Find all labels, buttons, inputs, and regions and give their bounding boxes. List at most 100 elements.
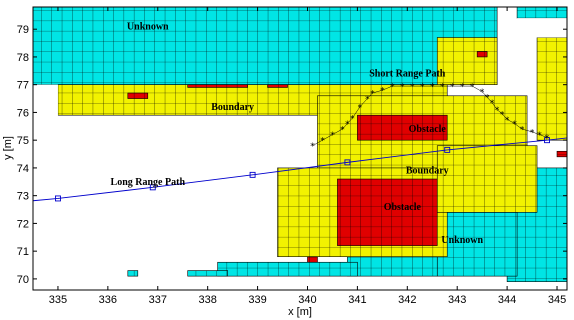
y-tick-label-77: 77 — [17, 80, 29, 92]
x-tick-label-335: 335 — [49, 294, 67, 306]
obstacle-region-outline-8 — [307, 256, 318, 263]
annotation-obstacle-7: Obstacle — [384, 202, 422, 213]
long-range-path-marker-1 — [55, 195, 61, 202]
y-tick-label-76: 76 — [17, 107, 29, 119]
annotation-short-range-path-3: Short Range Path — [369, 69, 446, 80]
short-range-path-marker-8: * — [365, 95, 370, 105]
short-range-path-marker-16: * — [440, 83, 445, 93]
short-range-path-marker-4: * — [340, 126, 345, 136]
unknown-grid-lines-1 — [33, 7, 498, 85]
boundary-grid-lines-6 — [537, 37, 567, 141]
short-range-path-marker-5: * — [345, 120, 350, 130]
unknown-region-outline-7 — [187, 270, 228, 277]
y-tick-label-73: 73 — [17, 191, 29, 203]
obstacle-grid-lines-8 — [307, 256, 318, 263]
boundary-region-outline-2 — [436, 37, 498, 85]
y-tick-label-79: 79 — [17, 24, 29, 36]
x-tick-label-337: 337 — [149, 294, 167, 306]
obstacle-region-outline-1 — [357, 114, 448, 141]
short-range-path-marker-7: * — [358, 103, 363, 113]
short-range-path-marker-11: * — [390, 83, 395, 93]
annotation-obstacle-4: Obstacle — [409, 124, 447, 135]
grid-cells — [33, 7, 567, 282]
long-range-path-marker-6 — [544, 137, 550, 144]
short-range-path-marker-12: * — [400, 83, 405, 93]
y-tick-label-74: 74 — [17, 163, 29, 175]
obstacle-region-outline-4 — [127, 92, 149, 99]
unknown-region-outline-6 — [217, 261, 358, 277]
obstacle-grid-lines-3 — [477, 51, 488, 57]
y-tick-label-71: 71 — [17, 246, 29, 258]
x-tick-label-339: 339 — [248, 294, 266, 306]
short-range-path-marker-17: * — [450, 83, 455, 93]
x-tick-label-341: 341 — [348, 294, 366, 306]
long-range-path-line — [33, 137, 567, 202]
obstacle-grid-lines-2 — [337, 179, 438, 246]
short-range-path-marker-22: * — [490, 99, 495, 109]
short-range-path-marker-1: * — [310, 142, 315, 152]
unknown-grid-lines-5 — [347, 253, 438, 277]
x-axis-ticks: 335 336 337 338 339 340 341 342 343 344 345 — [49, 7, 566, 306]
obstacle-grid-lines-1 — [357, 115, 448, 141]
short-range-path-marker-18: * — [460, 83, 465, 93]
obstacle-grid-lines-6 — [267, 84, 288, 88]
plot-frame — [32, 6, 568, 291]
y-tick-label-78: 78 — [17, 52, 29, 64]
annotation-boundary-5: Boundary — [406, 166, 449, 177]
short-range-path-marker-28: * — [530, 128, 535, 138]
short-range-path-marker-19: * — [470, 83, 475, 93]
obstacle-region-outline-6 — [267, 84, 288, 88]
short-range-path-marker-23: * — [495, 106, 500, 116]
obstacle-grid-lines-5 — [187, 84, 248, 88]
short-range-path-marker-26: * — [512, 120, 517, 130]
short-range-path-marker-6: * — [350, 114, 355, 124]
path-layer: ********* * * * * * * * * * ***** ** ** * * * — [33, 83, 567, 202]
y-tick-label-72: 72 — [17, 218, 29, 230]
short-range-path-marker-3: * — [330, 131, 335, 141]
free-region-2 — [517, 18, 567, 38]
long-range-path-marker-2 — [149, 184, 156, 191]
y-tick-label-75: 75 — [17, 135, 29, 147]
boundary-grid-lines-2 — [437, 37, 498, 85]
annotation-unknown-1: Unknown — [127, 21, 169, 32]
obstacle-region-outline-2 — [337, 178, 438, 246]
y-axis-label: y [m] — [2, 136, 14, 160]
long-range-path-marker-5 — [444, 146, 451, 153]
x-tick-label-343: 343 — [448, 294, 466, 306]
x-tick-label-336: 336 — [99, 294, 117, 306]
x-tick-label-345: 345 — [548, 294, 566, 306]
free-region-1 — [33, 84, 58, 174]
long-range-path-marker-3 — [249, 171, 256, 178]
y-tick-label-70: 70 — [17, 274, 29, 286]
unknown-region-outline-8 — [127, 270, 139, 277]
x-tick-label-344: 344 — [498, 294, 516, 306]
region-annotations: Unknown Boundary Short Range Path Obstacle B… — [111, 21, 484, 246]
short-range-path-marker-29: * — [537, 131, 542, 141]
short-range-path-marker-25: * — [505, 116, 510, 126]
obstacle-grid-lines-7 — [557, 151, 567, 157]
annotation-unknown-8: Unknown — [441, 235, 483, 246]
long-range-path-marker-4 — [344, 159, 351, 166]
unknown-grid-lines-2 — [517, 7, 567, 19]
short-range-path-line — [312, 85, 548, 146]
short-range-path-marker-24: * — [500, 110, 505, 120]
short-range-path-marker-30: * — [545, 134, 550, 144]
short-range-path-marker-10: * — [380, 87, 385, 97]
annotation-boundary-2: Boundary — [211, 102, 254, 113]
short-range-path-marker-15: * — [430, 83, 435, 93]
short-range-path-marker-2: * — [320, 137, 325, 147]
unknown-grid-lines-6 — [217, 262, 358, 277]
x-axis-label: x [m] — [288, 306, 312, 318]
obstacle-region-outline-5 — [187, 84, 248, 88]
annotation-long-range-path-6: Long Range Path — [111, 177, 186, 188]
short-range-path-marker-9: * — [370, 90, 375, 100]
unknown-grid-lines-4 — [437, 212, 518, 277]
x-tick-label-342: 342 — [398, 294, 416, 306]
x-tick-label-338: 338 — [198, 294, 216, 306]
boundary-grid-lines-5 — [437, 145, 538, 213]
short-range-path-marker-13: * — [410, 83, 415, 93]
short-range-path-marker-21: * — [485, 94, 490, 104]
unknown-grid-lines-8 — [127, 270, 138, 277]
short-range-path-marker-20: * — [480, 88, 485, 98]
